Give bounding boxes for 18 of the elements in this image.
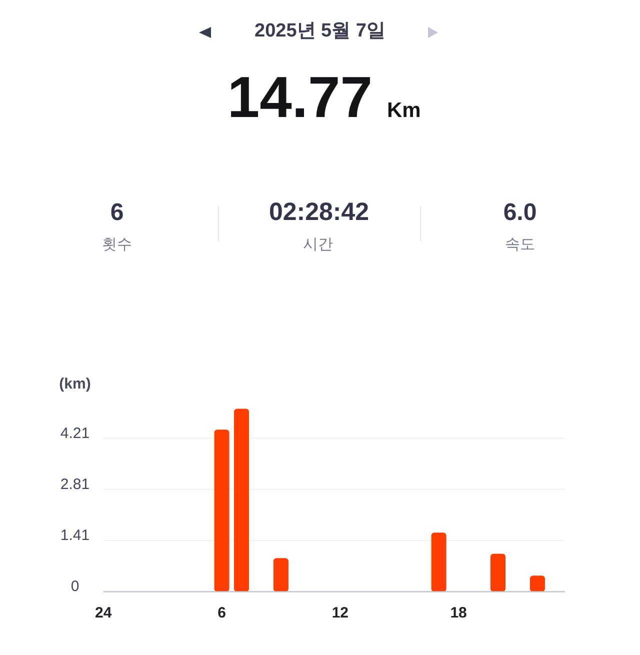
text: 6 <box>110 199 124 226</box>
y-tick-label: 4.21 <box>60 424 90 442</box>
x-tick-label: 18 <box>450 604 467 622</box>
chart-title: 2025년 5월 7일 <box>254 20 386 42</box>
y-tick-label: 0 <box>70 578 80 596</box>
text: 횟수 <box>102 236 132 253</box>
text: 14.77 <box>227 65 373 130</box>
text: 02:28:42 <box>268 198 370 226</box>
x-tick-label: 24 <box>95 604 112 622</box>
text: 시간 <box>303 236 333 253</box>
x-tick-label: 12 <box>332 604 349 622</box>
x-tick-label: 6 <box>218 604 226 622</box>
text: 속도 <box>505 236 535 253</box>
y-axis-title: (km) <box>59 376 91 392</box>
y-tick-label: 2.81 <box>60 476 90 493</box>
text: 6.0 <box>503 199 537 226</box>
y-tick-label: 1.41 <box>60 526 90 544</box>
text: Km <box>387 99 421 122</box>
